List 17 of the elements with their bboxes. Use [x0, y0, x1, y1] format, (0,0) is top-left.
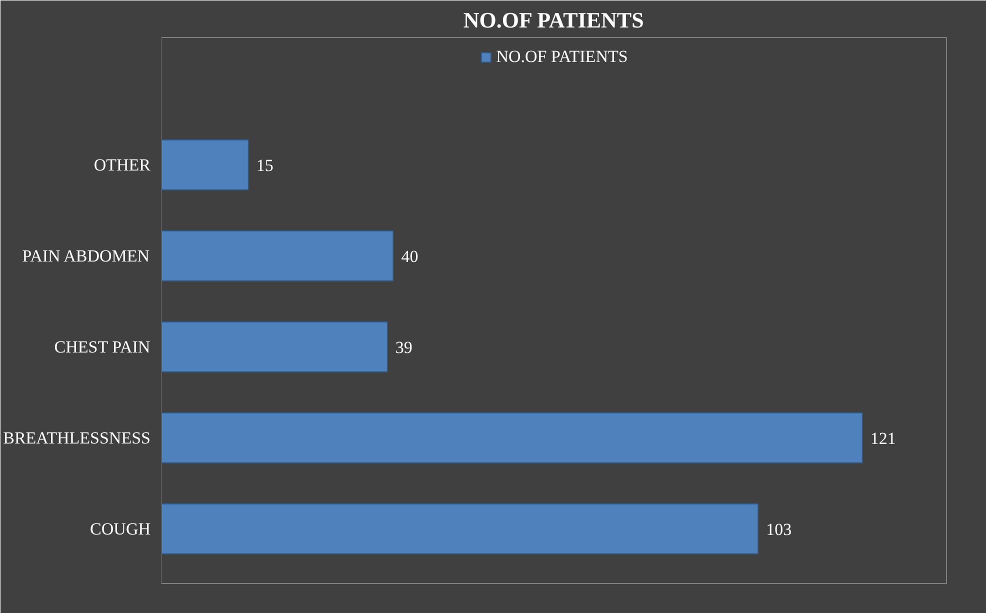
bar	[162, 230, 394, 282]
bar	[162, 139, 249, 190]
bar	[162, 503, 759, 554]
data-label: 15	[256, 156, 274, 175]
y-tick-label: PAIN ABDOMEN	[22, 246, 150, 266]
y-tick-label: COUGH	[90, 519, 151, 538]
bar	[162, 321, 388, 372]
data-label: 103	[766, 520, 792, 539]
y-tick-label: BREATHLESSNESS	[3, 428, 151, 448]
y-tick-label: CHEST PAIN	[54, 337, 150, 356]
chart-title: NO.OF PATIENTS	[463, 8, 644, 32]
data-label: 39	[395, 338, 412, 357]
legend-label: NO.OF PATIENTS	[496, 47, 628, 67]
data-label: 121	[870, 428, 896, 448]
y-tick-label: OTHER	[94, 155, 152, 174]
data-label: 40	[401, 246, 418, 266]
bar	[162, 412, 863, 464]
